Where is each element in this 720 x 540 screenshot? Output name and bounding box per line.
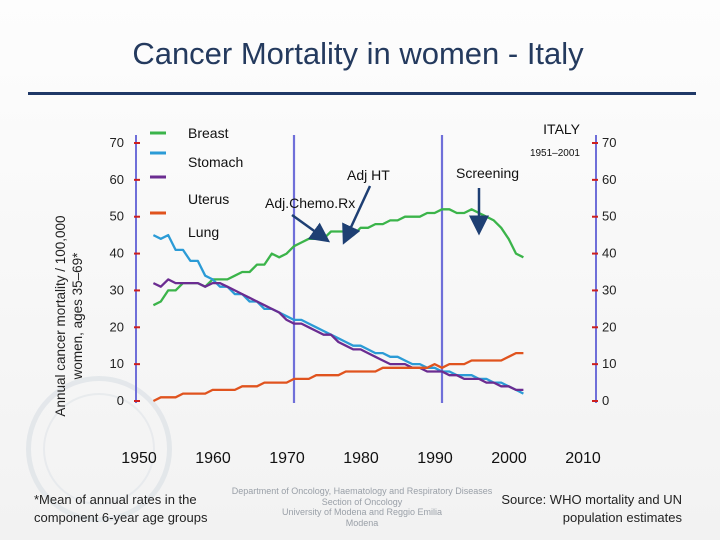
series-line-stomach (152, 233, 524, 395)
series-line-lung (152, 351, 524, 403)
x-tick-label-1950: 1950 (121, 450, 157, 467)
region-label: ITALY (543, 121, 580, 137)
footnote: *Mean of annual rates in the component 6… (34, 492, 208, 525)
department-line-3: University of Modena and Reggio Emilia (281, 507, 443, 517)
x-tick-label-1960: 1960 (195, 450, 231, 467)
legend-label-breast: Breast (188, 125, 229, 141)
legend-label-uterus: Uterus (188, 191, 229, 207)
chart-title: Cancer Mortality in women - Italy (132, 36, 584, 71)
arrow-adj-ht (342, 185, 372, 245)
annotation-adj-chemo-rx: Adj.Chemo.Rx (265, 195, 355, 211)
y-tick-label-left-70: 70 (110, 135, 124, 150)
y-tick-label-right-70: 70 (602, 135, 616, 150)
x-tick-label-2000: 2000 (491, 450, 527, 467)
y-tick-label-left-0: 0 (117, 393, 124, 408)
y-tick-label-right-30: 30 (602, 282, 616, 297)
y-tick-label-left-20: 20 (110, 319, 124, 334)
department-credit: Department of Oncology, Haematology and … (220, 486, 504, 528)
y-tick-label-left-30: 30 (110, 282, 124, 297)
department-line-1: Department of Oncology, Haematology and … (231, 486, 493, 496)
x-tick-label-1990: 1990 (417, 450, 453, 467)
source-note: Source: WHO mortality and UN population … (501, 492, 682, 525)
university-seal-watermark (26, 376, 172, 522)
y-tick-label-right-40: 40 (602, 246, 616, 261)
y-tick-label-left-50: 50 (110, 209, 124, 224)
series-line-breast (152, 208, 524, 307)
y-tick-label-right-10: 10 (602, 356, 616, 371)
department-line-4: Modena (345, 517, 379, 528)
series-line-uterus (152, 278, 524, 392)
y-tick-label-right-50: 50 (602, 209, 616, 224)
year-range-label: 1951–2001 (530, 148, 580, 159)
title-divider (28, 92, 696, 95)
y-tick-label-right-0: 0 (602, 393, 609, 408)
legend-label-stomach: Stomach (188, 154, 243, 170)
y-tick-label-left-40: 40 (110, 246, 124, 261)
x-tick-label-2010: 2010 (565, 450, 601, 467)
y-tick-label-right-60: 60 (602, 172, 616, 187)
y-tick-label-left-10: 10 (110, 356, 124, 371)
department-line-2: Section of Oncology (321, 496, 403, 507)
legend-label-lung: Lung (188, 224, 219, 240)
annotation-screening: Screening (456, 165, 519, 181)
x-tick-label-1980: 1980 (343, 450, 379, 467)
y-tick-label-left-60: 60 (110, 172, 124, 187)
x-tick-label-1970: 1970 (269, 450, 305, 467)
annotation-adj-ht: Adj HT (347, 167, 390, 183)
y-tick-label-right-20: 20 (602, 319, 616, 334)
arrow-adj-chemo-rx (291, 213, 331, 243)
